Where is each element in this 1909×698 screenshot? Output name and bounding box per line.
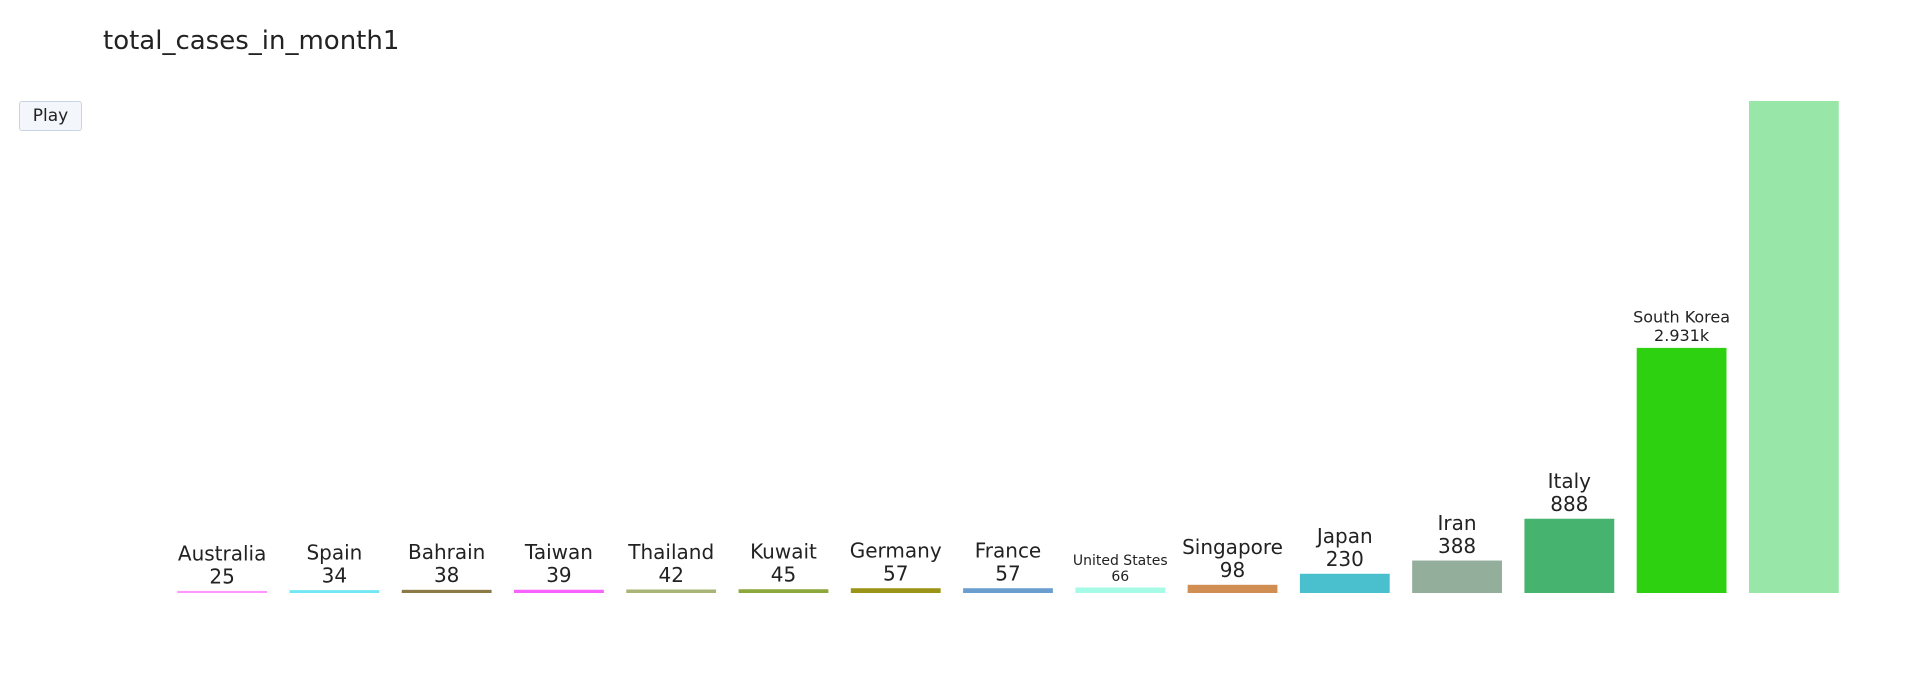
bar-australia[interactable]	[177, 590, 268, 593]
bar-category-label: Bahrain	[408, 540, 485, 564]
bar-category-label: United States	[1073, 553, 1168, 569]
bar-value-label: 42	[658, 563, 683, 587]
bar-category-label: Taiwan	[524, 540, 593, 564]
bar-value-label: 25	[209, 564, 234, 588]
bar-category-label: Germany	[850, 539, 942, 563]
bar-category-label: Kuwait	[750, 540, 817, 564]
bar-category-label: France	[975, 539, 1042, 563]
bar-value-label: 38	[434, 563, 459, 587]
bar-value-label: 2.931k	[1654, 326, 1710, 345]
bar-value-label: 57	[883, 562, 908, 586]
bar-category-label: Thailand	[627, 540, 714, 564]
bar-value-label: 34	[322, 564, 347, 588]
bar-japan[interactable]	[1299, 573, 1390, 593]
bar-value-label: 45	[771, 563, 796, 587]
bar-germany[interactable]	[850, 588, 941, 593]
bar-italy[interactable]	[1524, 518, 1615, 593]
bar-thailand[interactable]	[626, 589, 717, 593]
bar-spain[interactable]	[289, 590, 380, 593]
bar-value-label: 388	[1438, 534, 1476, 558]
play-button[interactable]: Play	[19, 101, 82, 131]
bar-category-label: Spain	[306, 541, 362, 565]
bar-value-label: 39	[546, 563, 571, 587]
bar-france[interactable]	[963, 588, 1053, 593]
bar-category-label: Australia	[178, 541, 266, 565]
bar-category-label: Japan	[1315, 524, 1373, 548]
bar-value-label: 230	[1326, 547, 1364, 571]
bar-value-label: 888	[1550, 492, 1588, 516]
bar-category-label: Singapore	[1182, 535, 1283, 559]
bar-category-label: South Korea	[1633, 308, 1730, 327]
bar-value-label: 57	[995, 562, 1020, 586]
bar-value-label: 98	[1220, 558, 1245, 582]
bar-taiwan[interactable]	[514, 589, 604, 593]
bar-south-korea[interactable]	[1636, 347, 1727, 593]
bar-bahrain[interactable]	[401, 589, 492, 593]
bar-unlabeled[interactable]	[1748, 101, 1839, 593]
bar-singapore[interactable]	[1187, 584, 1278, 593]
bar-kuwait[interactable]	[738, 589, 829, 593]
bar-iran[interactable]	[1412, 560, 1502, 593]
bar-category-label: Italy	[1548, 469, 1592, 493]
bar-category-label: Iran	[1438, 511, 1477, 535]
bar-united-states[interactable]	[1075, 587, 1166, 593]
bar-value-label: 66	[1111, 569, 1129, 585]
chart-title: total_cases_in_month1	[103, 26, 400, 56]
